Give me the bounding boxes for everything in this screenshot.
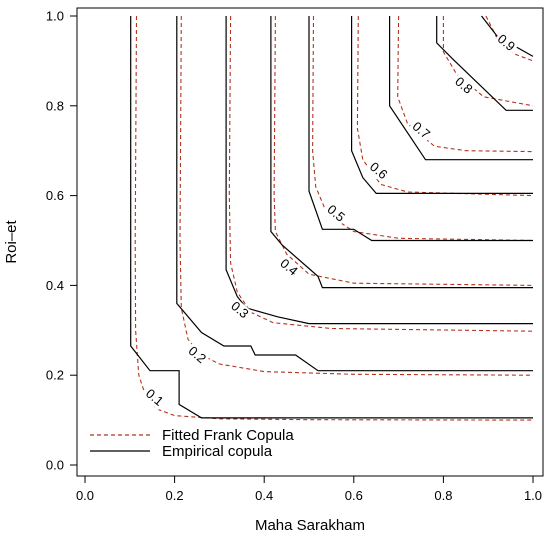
legend-label-empirical: Empirical copula xyxy=(162,443,273,460)
contour-label-0-2: 0.2 xyxy=(186,343,209,366)
y-tick-label: 0.2 xyxy=(46,368,64,383)
empirical-contour-0-5 xyxy=(308,16,533,242)
y-tick-label: 0.6 xyxy=(46,188,64,203)
contour-label-0-6: 0.6 xyxy=(367,159,390,182)
fitted-contour-0-6 xyxy=(356,15,534,197)
x-tick-label: 1.0 xyxy=(524,488,542,503)
contour-labels: 0.10.20.30.40.50.60.70.80.9 xyxy=(141,30,520,411)
fitted-contour-0-3 xyxy=(228,15,534,332)
contour-label-bg xyxy=(322,201,349,226)
y-tick-label: 0.0 xyxy=(46,458,64,473)
contour-label-0-9: 0.9 xyxy=(495,31,518,54)
x-axis: 0.0 0.2 0.4 0.6 0.8 1.0 xyxy=(76,476,542,503)
fitted-contour-0-8 xyxy=(442,16,534,107)
contour-label-bg xyxy=(493,30,520,56)
contour-label-bg xyxy=(450,73,477,99)
contour-label-0-1: 0.1 xyxy=(143,386,166,409)
legend: Fitted Frank Copula Empirical copula xyxy=(90,427,294,460)
empirical-contour-0-1 xyxy=(130,16,533,419)
legend-label-fitted: Fitted Frank Copula xyxy=(162,427,294,444)
plot-frame xyxy=(76,7,544,477)
contour-label-0-5: 0.5 xyxy=(324,202,347,225)
contour-label-0-3: 0.3 xyxy=(228,298,251,321)
empirical-contour-0-2 xyxy=(176,16,533,372)
x-axis-title: Maha Sarakham xyxy=(255,517,365,534)
x-tick-label: 0.4 xyxy=(255,488,273,503)
plot-area: 0.10.20.30.40.50.60.70.80.9 xyxy=(76,7,544,477)
y-tick-label: 0.8 xyxy=(46,98,64,113)
x-tick-label: 0.2 xyxy=(166,488,184,503)
contour-label-bg xyxy=(275,255,302,280)
contour-label-bg xyxy=(226,297,253,323)
contour-label-bg xyxy=(184,342,210,368)
contour-label-0-7: 0.7 xyxy=(410,119,433,142)
y-axis: 0.0 0.2 0.4 0.6 0.8 1.0 xyxy=(46,9,77,473)
contour-label-bg xyxy=(141,385,168,411)
y-tick-label: 1.0 xyxy=(46,9,64,24)
y-axis-title: Roi–et xyxy=(3,219,20,263)
contour-label-bg xyxy=(365,158,392,184)
fitted-contour-0-4 xyxy=(273,15,534,286)
y-tick-label: 0.4 xyxy=(46,278,64,293)
x-tick-label: 0.8 xyxy=(434,488,452,503)
x-tick-label: 0.0 xyxy=(76,488,94,503)
contour-label-bg xyxy=(408,118,434,143)
fitted-contour-0-1 xyxy=(134,15,534,421)
empirical-contour-0-9 xyxy=(481,15,534,57)
x-tick-label: 0.6 xyxy=(345,488,363,503)
empirical-contour-0-8 xyxy=(436,16,533,111)
fitted-contour-0-2 xyxy=(179,15,534,376)
empirical-contour-0-7 xyxy=(389,16,533,161)
empirical-contour-0-6 xyxy=(351,16,533,194)
empirical-contour-0-4 xyxy=(270,16,533,289)
